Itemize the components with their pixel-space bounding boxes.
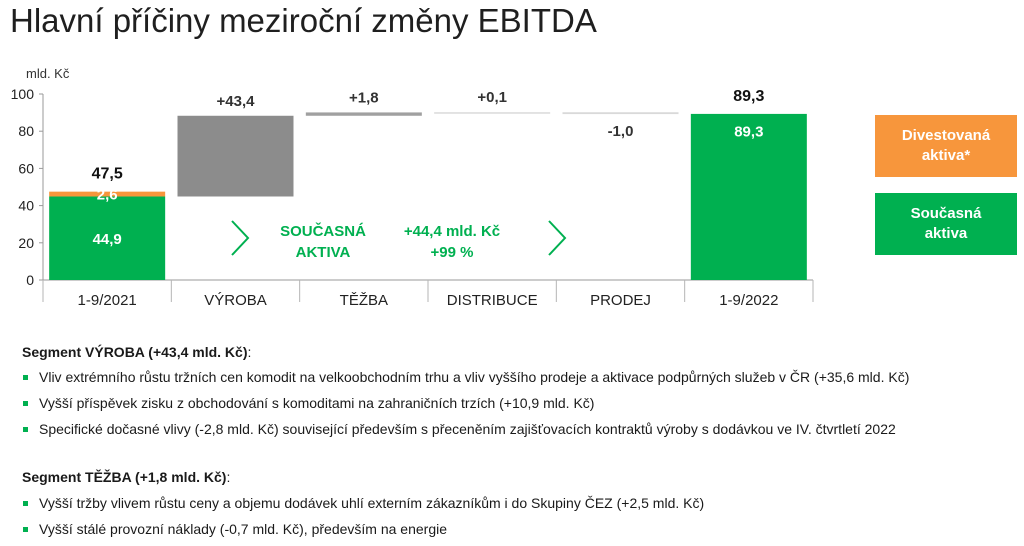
delta-label: +43,4 <box>217 93 256 110</box>
y-tick-label: 40 <box>18 198 34 214</box>
x-tick-label: 1-9/2022 <box>719 292 778 309</box>
chevron-right-icon <box>231 220 250 256</box>
list-item: Vyšší tržby vlivem růstu ceny a objemu d… <box>22 494 704 520</box>
annotation-text: +44,4 mld. Kč <box>404 223 500 240</box>
legend-current: Současná aktiva <box>875 193 1017 255</box>
y-tick-label: 80 <box>18 123 34 139</box>
y-axis-unit-label: mld. Kč <box>26 66 70 81</box>
bar-divested <box>49 191 166 197</box>
bar-delta <box>562 112 679 115</box>
list-item: Vliv extrémního růstu tržních cen komodi… <box>22 368 909 394</box>
section-vyroba-title: Segment VÝROBA (+43,4 mld. Kč) <box>22 344 248 360</box>
legend-divested-label: Divestovaná aktiva* <box>891 126 1001 166</box>
y-tick-label: 0 <box>26 272 34 288</box>
list-item: Vyšší stálé provozní náklady (-0,7 mld. … <box>22 520 704 546</box>
chevron-right-icon <box>548 220 567 256</box>
legend-current-line2: aktiva <box>924 225 968 242</box>
section-tezba-list: Vyšší tržby vlivem růstu ceny a objemu d… <box>22 494 704 546</box>
y-tick-label: 20 <box>18 235 34 251</box>
y-tick-label: 100 <box>11 86 35 102</box>
section-tezba-heading: Segment TĚŽBA (+1,8 mld. Kč): <box>22 469 230 485</box>
annotation-text: AKTIVA <box>296 244 351 261</box>
list-item: Vyšší příspěvek zisku z obchodování s ko… <box>22 394 909 420</box>
data-label: 2,6 <box>97 186 118 203</box>
y-tick-label: 60 <box>18 160 34 176</box>
bar-delta <box>434 112 551 114</box>
page-title: Hlavní příčiny meziroční změny EBITDA <box>10 2 597 39</box>
legend-current-label: Současná aktiva <box>891 204 1001 244</box>
section-vyroba-colon: : <box>247 344 252 360</box>
data-label: 89,3 <box>734 124 763 141</box>
x-tick-label: DISTRIBUCE <box>447 292 538 309</box>
data-label: 44,9 <box>93 231 122 248</box>
x-tick-label: TĚŽBA <box>340 292 388 309</box>
bar-delta <box>305 112 422 116</box>
section-vyroba-list: Vliv extrémního růstu tržních cen komodi… <box>22 368 909 446</box>
delta-label: +1,8 <box>349 89 379 106</box>
section-tezba-colon: : <box>226 469 231 485</box>
legend-divested-line2: aktiva* <box>921 147 971 164</box>
bar-current <box>49 196 166 280</box>
legend-divested: Divestovaná aktiva* <box>875 115 1017 177</box>
section-tezba-title: Segment TĚŽBA (+1,8 mld. Kč) <box>22 469 227 485</box>
annotation-text: +99 % <box>431 244 474 261</box>
ebitda-waterfall-chart: mld. Kč 0 20 40 60 80 100 1-9/2021 VÝROBA TĚŽBA DI… <box>11 66 814 309</box>
total-label: 89,3 <box>733 88 764 105</box>
x-tick-label: PRODEJ <box>590 292 651 309</box>
section-vyroba-heading: Segment VÝROBA (+43,4 mld. Kč): <box>22 344 251 360</box>
delta-label: +0,1 <box>477 89 507 106</box>
x-tick-label: 1-9/2021 <box>78 292 137 309</box>
legend-divested-line1: Divestovaná <box>901 127 991 144</box>
bar-current <box>690 113 807 280</box>
delta-label: -1,0 <box>608 123 634 140</box>
total-label: 47,5 <box>92 166 123 183</box>
x-tick-label: VÝROBA <box>204 292 267 309</box>
legend-current-line1: Současná <box>910 205 982 222</box>
list-item: Specifické dočasné vlivy (-2,8 mld. Kč) … <box>22 420 909 446</box>
bar-delta <box>177 115 294 197</box>
annotation-text: SOUČASNÁ <box>280 222 366 240</box>
